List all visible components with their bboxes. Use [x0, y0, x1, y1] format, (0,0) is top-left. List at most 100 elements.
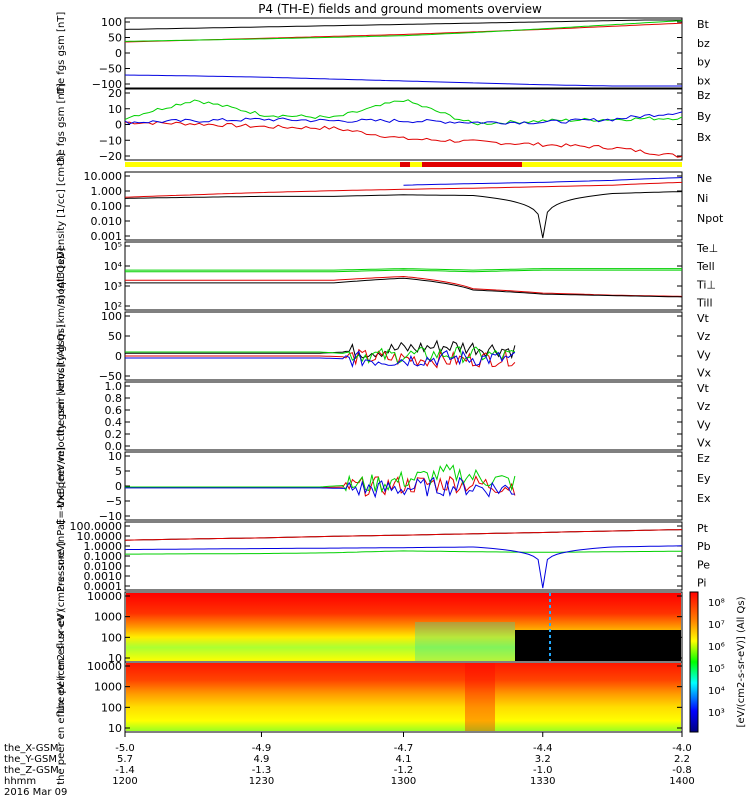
x-tick-label: 1330 [530, 776, 555, 787]
x-tick-label: 1230 [249, 776, 274, 787]
y-tick-label: 1.0000 [84, 540, 123, 553]
x-tick-label: -4.7 [394, 743, 414, 754]
legend-label: Bz [697, 89, 711, 102]
x-tick-label: 1300 [391, 776, 416, 787]
colorbar: 10⁸ 10⁷ 10⁶ 10⁵ 10⁴ 10³ [eV/(cm2-s-sr-eV)] (Al… [689, 591, 747, 733]
series-line [124, 20, 683, 42]
y-tick-label: 100 [101, 310, 122, 323]
colorbar-label: [eV/(cm2-s-sr-eV)] (All Qs) [736, 596, 747, 727]
series-line [125, 476, 515, 499]
colorbar-tick-label: 10⁷ [708, 620, 725, 631]
colorbar-tick-label: 10⁸ [708, 598, 725, 609]
legend-label: Vy [697, 348, 711, 361]
y-axis-label: the peer en eflux eV (cm2-s- sr-eV) [56, 609, 67, 785]
legend-label: Vz [697, 400, 711, 413]
x-tick-label: 5.7 [117, 754, 133, 765]
y-tick-label: −20 [99, 150, 122, 163]
y-tick-label: 100.0000 [70, 520, 123, 533]
spectrogram-void [515, 630, 681, 661]
y-tick-label: 50 [108, 32, 122, 45]
legend-label: Pb [697, 540, 711, 553]
y-tick-label: 10⁵ [104, 240, 122, 253]
panel-frame [124, 521, 683, 591]
panel-8: 100.000010.00001.00000.10000.01000.00100… [56, 520, 711, 593]
legend-label: Vz [697, 330, 711, 343]
y-tick-label: 0 [115, 350, 122, 363]
legend-label: Vx [697, 367, 712, 380]
legend-label: Bx [697, 131, 712, 144]
legend-label: Ne [697, 172, 712, 185]
legend-label: Vy [697, 418, 711, 431]
y-axis-label: the fgs gsm [nT] [56, 12, 67, 95]
y-tick-label: 0.010 [91, 215, 123, 228]
y-axis-label: Pressure [nPa] [56, 520, 67, 592]
plot-title: P4 (TH-E) fields and ground moments over… [258, 2, 542, 16]
x-tick-label: -4.0 [672, 743, 692, 754]
series-line [125, 348, 516, 369]
y-tick-label: 10.0000 [77, 530, 123, 543]
y-axis-label: the peir velocity gsm [km/s] (All Qs) [56, 256, 67, 437]
legend-label: Vt [697, 382, 710, 395]
legend-label: Ni [697, 192, 708, 205]
y-axis-label: moqt3 [eV] [56, 248, 67, 305]
y-tick-label: 0.2 [105, 428, 123, 441]
y-tick-label: −10 [99, 510, 122, 523]
y-tick-label: 0.0100 [84, 560, 123, 573]
series-line [125, 339, 516, 360]
y-tick-label: 20 [108, 87, 122, 100]
series-line [125, 350, 516, 368]
spectrogram-event [465, 663, 495, 731]
legend-label: by [697, 56, 711, 69]
y-tick-label: 0 [115, 480, 122, 493]
y-axis-label: the fgs gsm [nT] [56, 83, 67, 166]
y-tick-label: 1000 [94, 681, 122, 694]
y-tick-label: 5 [115, 465, 122, 478]
series-line [124, 121, 683, 158]
y-tick-label: 0.100 [91, 200, 123, 213]
colorbar-tick-label: 10⁶ [708, 642, 725, 653]
panel-5: 100 50 0 −50 the peir velocity gsm [km/s] (A… [56, 256, 712, 437]
legend-label: bx [697, 74, 711, 87]
y-tick-label: 10 [108, 722, 122, 735]
x-tick-label: 4.1 [396, 754, 412, 765]
x-tick-label: 1200 [112, 776, 137, 787]
footer-row-label: hhmm [4, 776, 36, 787]
y-tick-label: 0.0 [105, 440, 123, 453]
y-tick-label: 100 [101, 631, 122, 644]
y-tick-label: −50 [99, 63, 122, 76]
series-line [125, 269, 682, 273]
y-tick-label: 0.0010 [84, 570, 123, 583]
series-line [124, 545, 683, 589]
legend-label: Ez [697, 452, 710, 465]
panel-1: 100 50 0 −50 −100 the fgs gsm [nT] Bt bz by bx [56, 12, 711, 95]
panel-7: 10 5 0 −5 −10 E=-VxB [mV/m] Ez Ey Ex [56, 447, 711, 525]
panel-4: 10⁵ 10⁴ 10³ 10² moqt3 [eV] Te⊥ Tell Ti⊥ Till [56, 240, 718, 313]
panel-2: 20 10 0 −10 −20 the fgs gsm [nT] Bz By Bx [56, 83, 712, 166]
series-line [125, 268, 682, 271]
colorbar-tick-label: 10³ [708, 708, 725, 719]
legend-label: Pt [697, 522, 709, 535]
y-tick-label: 10⁴ [104, 260, 123, 273]
legend-label: Pi [697, 577, 706, 590]
y-tick-label: 1.0 [105, 380, 123, 393]
y-tick-label: 10 [108, 450, 122, 463]
x-tick-label: 3.2 [535, 754, 551, 765]
spectrogram [126, 663, 681, 731]
panel-3: 10.000 1.000 0.100 0.010 0.001 Density [1/cc]… [56, 153, 724, 259]
colorbar-tick-label: 10⁵ [708, 664, 725, 675]
legend-label: Ey [697, 472, 711, 485]
y-tick-label: 10 [108, 652, 122, 665]
series-line [124, 19, 682, 30]
series-line [124, 74, 682, 87]
y-tick-label: 100 [101, 701, 122, 714]
flag-segment [400, 162, 410, 167]
y-axis-label: E=-VxB [mV/m] [56, 447, 67, 525]
y-tick-label: 1000 [94, 611, 122, 624]
y-tick-label: 10² [104, 300, 122, 313]
y-tick-label: 0.1000 [84, 550, 123, 563]
series-line [125, 550, 683, 555]
x-tick-label: -1.4 [115, 765, 135, 776]
x-tick-label: -4.4 [533, 743, 553, 754]
